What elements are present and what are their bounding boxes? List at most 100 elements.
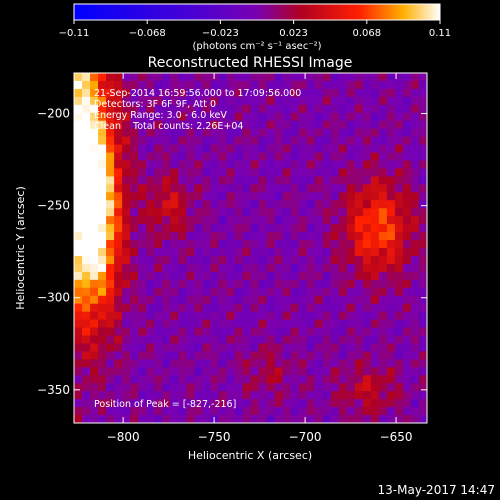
heatmap-cell (154, 160, 163, 170)
heatmap-cell (170, 120, 179, 130)
heatmap-cell (378, 176, 388, 185)
heatmap-cell (410, 303, 420, 313)
heatmap-cell (122, 343, 131, 352)
heatmap-cell (362, 359, 372, 368)
heatmap-cell (306, 73, 316, 82)
heatmap-cell (250, 271, 260, 281)
heatmap-cell (354, 73, 364, 82)
heatmap-cell (418, 311, 427, 321)
heatmap-cell (154, 184, 163, 193)
heatmap-cell (114, 391, 123, 400)
heatmap-cell (226, 73, 236, 82)
heatmap-cell (234, 144, 244, 154)
heatmap-cell (186, 176, 195, 185)
heatmap-cell (194, 216, 203, 225)
heatmap-cell (346, 351, 356, 360)
heatmap-cell (114, 73, 123, 82)
heatmap-cell (202, 168, 211, 177)
heatmap-cell (146, 303, 155, 313)
heatmap-cell (98, 271, 107, 281)
heatmap-cell (282, 255, 292, 265)
y-tick-label: −200 (37, 107, 70, 121)
heatmap-cell (186, 335, 195, 345)
heatmap-cell (114, 255, 123, 265)
heatmap-cell (330, 415, 340, 423)
heatmap-cell (226, 351, 236, 360)
heatmap-cell (106, 80, 115, 90)
heatmap-cell (418, 240, 427, 249)
heatmap-cell (74, 311, 83, 321)
heatmap-cell (266, 271, 276, 281)
heatmap-cell (122, 295, 131, 305)
heatmap-cell (282, 184, 292, 193)
heatmap-cell (346, 279, 356, 289)
heatmap-cell (322, 208, 332, 217)
heatmap-cell (74, 176, 83, 185)
heatmap-cell (266, 184, 276, 193)
heatmap-cell (202, 208, 211, 217)
heatmap-cell (154, 343, 163, 352)
heatmap-cell (138, 375, 147, 384)
heatmap-cell (114, 96, 123, 106)
heatmap-cell (274, 375, 284, 384)
heatmap-cell (202, 311, 211, 321)
heatmap-cell (266, 224, 276, 233)
heatmap-cell (410, 343, 420, 352)
heatmap-cell (170, 383, 179, 392)
heatmap-cell (210, 136, 220, 146)
heatmap-cell (242, 192, 252, 201)
heatmap-cell (322, 176, 332, 185)
heatmap-cell (314, 383, 324, 392)
heatmap-cell (378, 343, 388, 352)
heatmap-cell (354, 248, 364, 257)
heatmap-cell (226, 152, 236, 162)
heatmap-cell (218, 112, 228, 122)
heatmap-cell (314, 279, 324, 289)
heatmap-cell (154, 168, 163, 177)
heatmap-cell (138, 319, 147, 329)
heatmap-cell (258, 224, 268, 233)
heatmap-cell (282, 224, 292, 233)
heatmap-cell (218, 383, 228, 392)
heatmap-cell (314, 192, 324, 201)
heatmap-cell (138, 208, 147, 217)
heatmap-cell (306, 240, 316, 249)
heatmap-cell (186, 248, 195, 257)
heatmap-cell (338, 160, 348, 170)
heatmap-cell (186, 168, 195, 177)
heatmap-cell (402, 88, 412, 98)
heatmap-cell (266, 112, 276, 122)
heatmap-cell (306, 184, 316, 193)
heatmap-cell (250, 248, 260, 257)
heatmap-cell (178, 407, 187, 416)
heatmap-cell (162, 319, 171, 329)
heatmap-cell (210, 303, 220, 313)
heatmap-cell (178, 112, 187, 122)
heatmap-cell (378, 255, 388, 265)
heatmap-cell (154, 295, 163, 305)
heatmap-cell (106, 351, 115, 360)
heatmap-cell (322, 279, 332, 289)
heatmap-cell (282, 176, 292, 185)
heatmap-cell (250, 375, 260, 384)
heatmap-cell (258, 73, 268, 82)
heatmap-cell (298, 399, 308, 408)
heatmap-cell (146, 200, 155, 209)
heatmap-cell (298, 311, 308, 321)
heatmap-cell (282, 152, 292, 162)
heatmap-cell (266, 367, 276, 376)
heatmap-cell (410, 144, 420, 154)
heatmap-cell (178, 80, 187, 90)
heatmap-cell (330, 407, 340, 416)
heatmap-cell (346, 128, 356, 138)
heatmap-cell (74, 407, 83, 416)
heatmap-cell (418, 359, 427, 368)
heatmap-cell (338, 375, 348, 384)
heatmap-cell (378, 208, 388, 217)
heatmap-cell (370, 208, 380, 217)
heatmap-cell (266, 279, 276, 289)
heatmap-cell (290, 88, 300, 98)
heatmap-cell (274, 407, 284, 416)
heatmap-cell (218, 232, 228, 241)
heatmap-cell (418, 96, 427, 106)
